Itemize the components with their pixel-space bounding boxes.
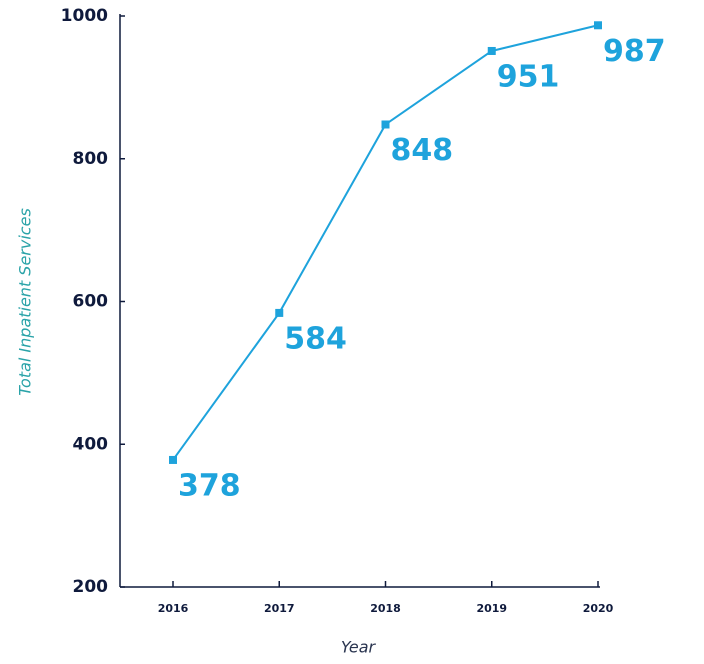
x-tick-label: 2017: [264, 602, 295, 615]
point: [381, 120, 390, 129]
point: [169, 455, 177, 464]
x-tick-label: 2020: [583, 602, 614, 615]
x-tick-label: 2016: [158, 602, 189, 615]
value-label: 378: [178, 468, 241, 503]
y-tick-label: 200: [73, 577, 109, 597]
y-tick-label: 600: [73, 292, 109, 312]
point: [594, 21, 602, 30]
value-label: 584: [284, 321, 347, 356]
x-tick-label: 2018: [370, 602, 401, 615]
value-label: 951: [497, 59, 560, 94]
x-axis-title: Year: [341, 638, 377, 657]
x-tick-label: 2019: [476, 602, 507, 615]
y-tick-label: 400: [73, 434, 109, 454]
point: [487, 46, 496, 55]
point: [275, 308, 284, 317]
value-label: 848: [391, 133, 454, 168]
value-label: 987: [603, 34, 666, 69]
y-tick-label: 800: [73, 149, 109, 169]
y-axis-title: Total Inpatient Services: [16, 208, 35, 396]
y-tick-label: 1000: [61, 6, 108, 26]
